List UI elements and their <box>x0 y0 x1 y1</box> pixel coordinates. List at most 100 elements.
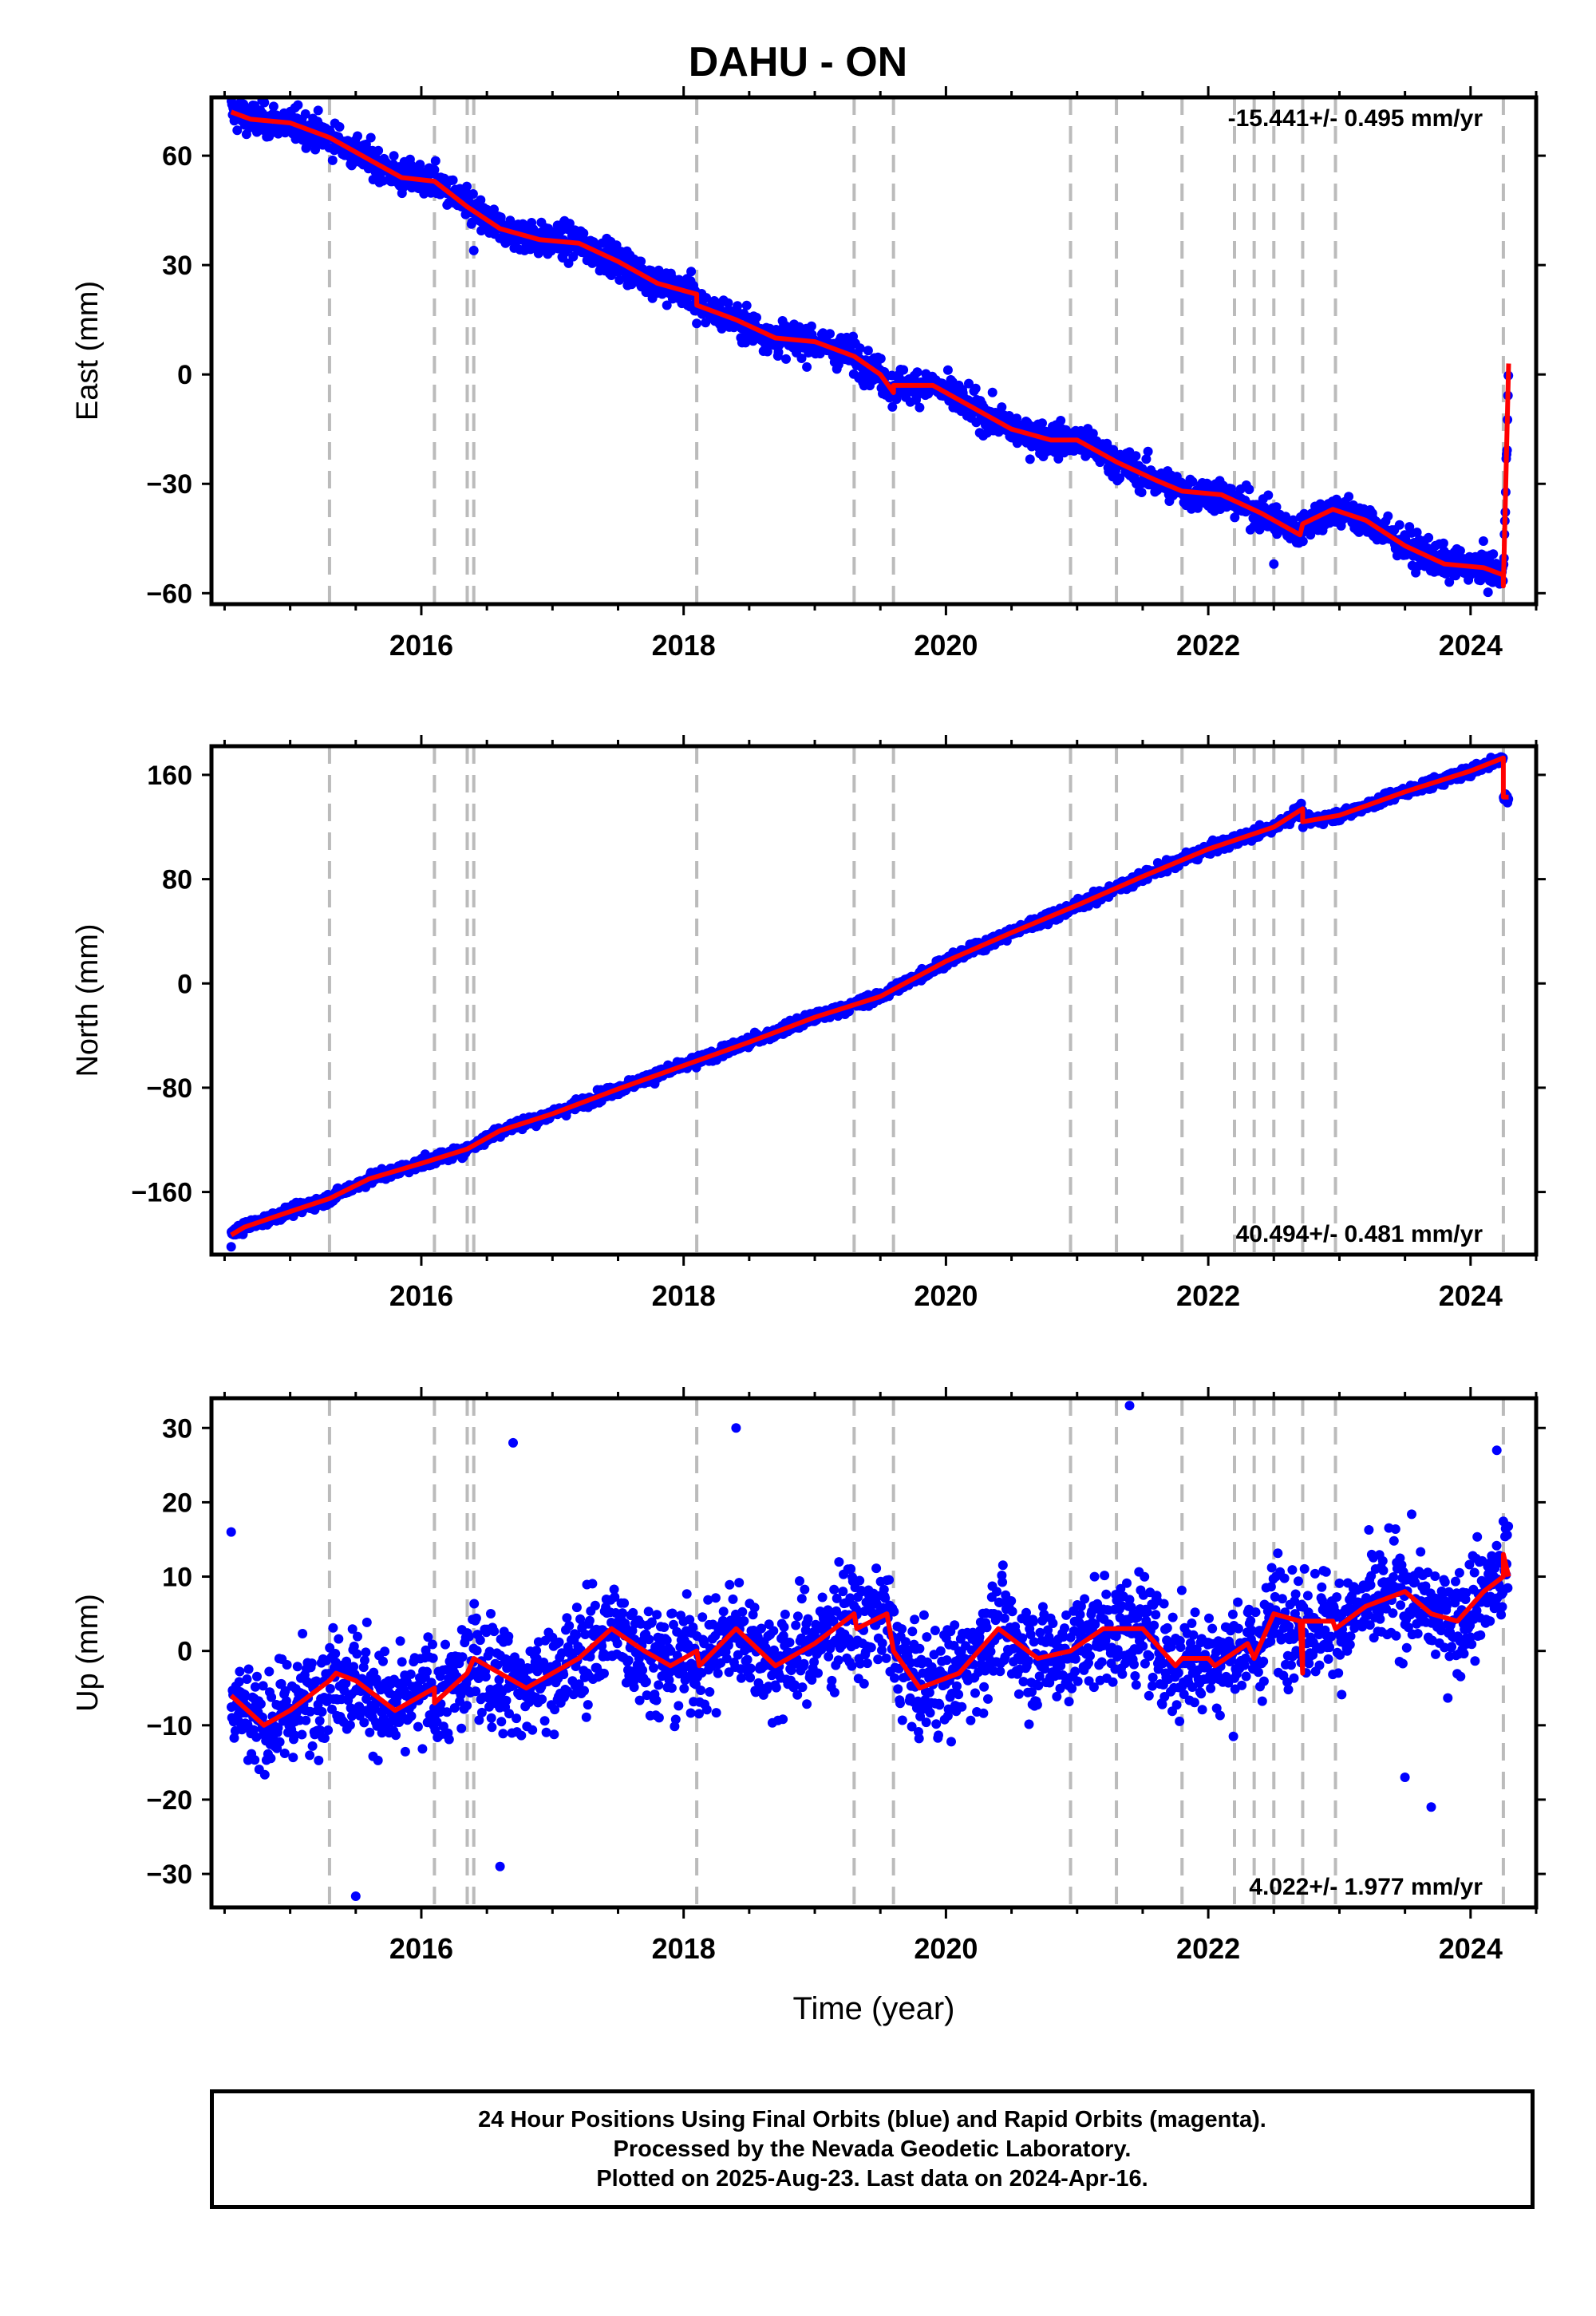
data-point <box>1088 429 1098 439</box>
data-point <box>373 1755 383 1765</box>
data-point <box>314 1716 325 1726</box>
data-point <box>243 1664 254 1674</box>
data-point <box>806 321 816 331</box>
data-point <box>389 151 399 161</box>
data-point <box>280 128 290 138</box>
data-point <box>373 145 384 156</box>
data-point <box>365 1727 375 1737</box>
data-point <box>395 1636 405 1646</box>
data-point <box>327 155 338 165</box>
data-point <box>235 1666 245 1677</box>
data-point <box>942 365 953 375</box>
data-point <box>1298 536 1308 547</box>
data-point <box>232 125 243 136</box>
data-point <box>305 1750 315 1761</box>
data-point <box>741 300 752 310</box>
data-point <box>997 402 1007 413</box>
data-point <box>361 1617 372 1627</box>
data-point <box>887 401 898 412</box>
data-point <box>825 329 835 339</box>
data-point <box>306 1658 317 1669</box>
data-point <box>796 354 807 363</box>
data-point <box>686 267 697 277</box>
data-point <box>1143 446 1153 456</box>
data-point <box>264 1666 275 1677</box>
x-tick-label: 2024 <box>1439 629 1503 662</box>
data-point <box>313 105 323 116</box>
data-point <box>250 1755 260 1765</box>
data-point <box>1192 503 1203 513</box>
data-point <box>328 1622 338 1633</box>
data-point <box>781 354 791 364</box>
data-point <box>579 228 589 239</box>
x-tick-label: 2020 <box>914 629 978 662</box>
data-point <box>1263 490 1274 500</box>
data-point <box>380 1646 390 1657</box>
data-point <box>378 1656 388 1666</box>
data-point <box>352 1649 362 1659</box>
data-point <box>496 212 506 223</box>
data-point <box>1271 502 1282 512</box>
x-tick-label: 2016 <box>389 629 453 662</box>
data-point <box>752 312 761 322</box>
data-point <box>1187 476 1198 487</box>
data-point <box>636 256 646 267</box>
data-point <box>1412 528 1422 538</box>
data-point <box>1044 429 1054 439</box>
data-point <box>400 1746 410 1757</box>
data-point <box>626 279 637 290</box>
data-point <box>317 1706 327 1717</box>
data-point <box>1136 488 1147 497</box>
data-point <box>654 265 664 275</box>
data-point <box>391 1730 401 1741</box>
data-point <box>361 1647 371 1658</box>
data-point <box>268 101 279 112</box>
data-point <box>987 387 998 397</box>
data-point <box>915 402 925 413</box>
data-point <box>773 347 784 358</box>
chart-title: DAHU - ON <box>688 39 908 85</box>
data-point <box>298 1629 308 1638</box>
data-point <box>875 354 886 364</box>
y-tick-label: 60 <box>162 141 192 172</box>
data-point <box>288 1753 298 1763</box>
data-point <box>970 383 981 393</box>
data-point <box>259 1769 270 1780</box>
y-tick-label: −30 <box>146 469 192 500</box>
data-point <box>833 359 843 370</box>
data-point <box>353 1631 362 1642</box>
data-point <box>428 1653 438 1663</box>
data-point <box>462 181 472 192</box>
data-point <box>1141 454 1152 464</box>
data-point <box>1478 536 1488 546</box>
data-point <box>275 1737 285 1747</box>
data-point <box>802 362 812 372</box>
data-point <box>330 1649 341 1658</box>
data-point <box>1438 538 1448 548</box>
y-tick-label: 30 <box>162 251 192 281</box>
data-point <box>1244 484 1254 495</box>
data-point <box>297 1729 307 1740</box>
data-point <box>252 1671 262 1682</box>
data-point <box>1394 520 1404 530</box>
y-tick-label: 0 <box>177 360 192 390</box>
data-point <box>266 1753 276 1764</box>
data-point <box>282 1660 292 1670</box>
data-point <box>353 131 362 141</box>
data-point <box>564 219 575 229</box>
data-point <box>314 1755 324 1765</box>
data-point <box>259 97 270 108</box>
data-point <box>964 378 974 389</box>
data-point <box>489 204 499 215</box>
data-point <box>1424 532 1434 543</box>
data-point <box>762 346 772 357</box>
y-tick-label: −60 <box>146 579 192 609</box>
data-point <box>430 156 440 166</box>
data-point <box>1483 587 1493 598</box>
data-point <box>415 160 425 170</box>
data-point <box>293 100 303 110</box>
data-points <box>226 1401 1514 1901</box>
